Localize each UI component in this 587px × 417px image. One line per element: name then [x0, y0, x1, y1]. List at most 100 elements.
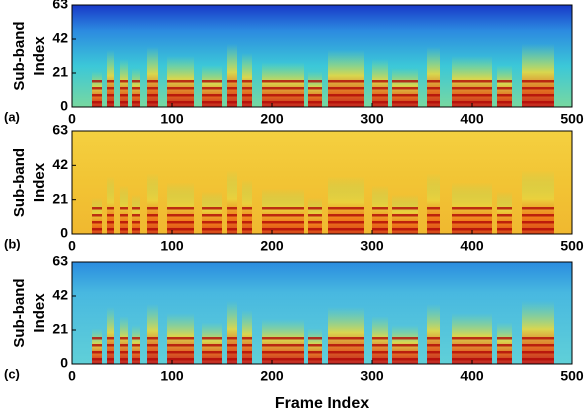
harmonic — [132, 344, 140, 347]
harmonic — [372, 344, 388, 347]
speech-energy — [427, 173, 440, 234]
harmonic — [107, 221, 114, 224]
harmonic — [308, 207, 322, 210]
harmonic — [372, 94, 388, 97]
harmonic — [167, 337, 194, 340]
harmonic — [262, 87, 304, 90]
harmonic — [147, 228, 158, 231]
harmonic — [452, 358, 492, 361]
y-tick-label: 42 — [52, 156, 68, 172]
harmonic — [92, 101, 102, 104]
harmonic — [392, 214, 418, 217]
harmonic — [392, 207, 418, 210]
harmonic — [147, 94, 158, 97]
harmonic — [132, 94, 140, 97]
harmonic — [392, 344, 418, 347]
harmonic — [202, 87, 222, 90]
y-tick-label: 42 — [52, 30, 68, 46]
speech-energy — [242, 52, 252, 107]
y-tick-label: 0 — [60, 98, 68, 114]
speech-energy — [107, 176, 114, 234]
harmonic — [242, 358, 252, 361]
harmonic — [242, 87, 252, 90]
harmonic — [452, 80, 492, 83]
harmonic — [132, 228, 140, 231]
harmonic — [452, 207, 492, 210]
y-tick-label: 42 — [52, 287, 68, 303]
speech-energy — [328, 306, 364, 364]
harmonic — [242, 344, 252, 347]
harmonic — [107, 101, 114, 104]
harmonic — [308, 101, 322, 104]
harmonic — [392, 358, 418, 361]
speech-energy — [427, 303, 440, 364]
harmonic — [242, 207, 252, 210]
speech-energy — [227, 170, 237, 234]
harmonic — [147, 344, 158, 347]
harmonic — [107, 358, 114, 361]
harmonic — [308, 351, 322, 354]
x-tick-label: 100 — [160, 111, 184, 127]
y-tick-label: 21 — [52, 64, 68, 80]
x-tick-label: 0 — [68, 238, 76, 254]
y-tick-label: 63 — [52, 253, 68, 269]
harmonic — [107, 87, 114, 90]
panel-label: (b) — [4, 236, 21, 251]
y-axis-label: Index — [31, 36, 48, 76]
speech-energy — [202, 65, 222, 107]
harmonic — [147, 337, 158, 340]
plot-frame — [71, 4, 573, 108]
harmonic — [202, 221, 222, 224]
speech-energy — [522, 170, 554, 234]
harmonic — [392, 94, 418, 97]
x-tick-label: 400 — [460, 368, 484, 384]
y-tick-label: 63 — [52, 122, 68, 138]
harmonic — [120, 80, 128, 83]
x-tick-label: 200 — [260, 238, 284, 254]
harmonic — [522, 228, 554, 231]
harmonic — [372, 337, 388, 340]
speech-energy — [107, 49, 114, 107]
harmonic — [497, 94, 512, 97]
harmonic — [372, 358, 388, 361]
harmonic — [227, 101, 237, 104]
harmonic — [522, 94, 554, 97]
harmonic — [202, 337, 222, 340]
harmonic — [120, 207, 128, 210]
harmonic — [92, 337, 102, 340]
harmonic — [328, 221, 364, 224]
harmonic — [262, 207, 304, 210]
harmonic — [120, 87, 128, 90]
speech-energy — [227, 43, 237, 107]
harmonic — [147, 214, 158, 217]
harmonic — [262, 101, 304, 104]
harmonic — [107, 80, 114, 83]
harmonic — [328, 80, 364, 83]
harmonic — [328, 214, 364, 217]
harmonic — [497, 351, 512, 354]
y-axis-label: Sub-band — [11, 278, 28, 347]
harmonic — [107, 344, 114, 347]
harmonic — [392, 351, 418, 354]
harmonic — [147, 87, 158, 90]
y-tick-label: 21 — [52, 321, 68, 337]
speech-energy — [522, 43, 554, 107]
harmonic — [308, 94, 322, 97]
harmonic — [132, 214, 140, 217]
harmonic — [107, 214, 114, 217]
x-tick-label: 300 — [360, 111, 384, 127]
harmonic — [392, 101, 418, 104]
harmonic — [167, 80, 194, 83]
harmonic — [308, 221, 322, 224]
harmonic — [167, 344, 194, 347]
harmonic — [227, 351, 237, 354]
x-tick-label: 200 — [260, 111, 284, 127]
harmonic — [227, 344, 237, 347]
speech-energy — [242, 179, 252, 234]
harmonic — [242, 337, 252, 340]
harmonic — [92, 358, 102, 361]
harmonic — [147, 351, 158, 354]
harmonic — [497, 87, 512, 90]
harmonic — [427, 94, 440, 97]
